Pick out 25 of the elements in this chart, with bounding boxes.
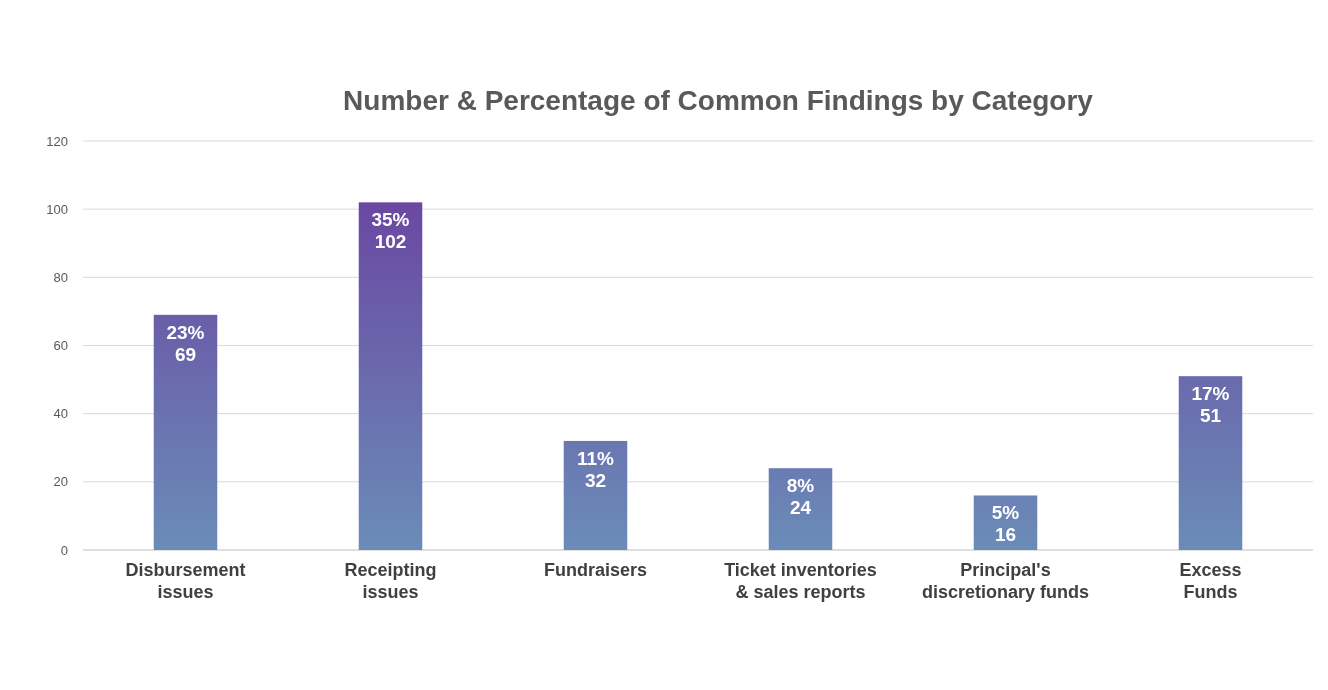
x-tick-label: Fundraisers bbox=[543, 560, 648, 580]
bar bbox=[358, 202, 423, 550]
y-tick-label: 80 bbox=[53, 269, 68, 285]
bar bbox=[1178, 376, 1243, 550]
y-tick-label: 60 bbox=[53, 338, 68, 354]
x-tick-label: Excess Funds bbox=[1179, 560, 1242, 602]
y-tick-label: 0 bbox=[60, 542, 68, 558]
y-tick-label: 20 bbox=[53, 474, 68, 490]
y-tick-label: 40 bbox=[53, 406, 68, 422]
x-tick-label: Disbursement issues bbox=[125, 560, 246, 602]
y-tick-label: 100 bbox=[46, 201, 68, 217]
x-tick-label: Receipting issues bbox=[344, 560, 437, 602]
bar bbox=[768, 468, 833, 550]
data-label: 23% 69 bbox=[166, 321, 205, 365]
data-label: 35% 102 bbox=[371, 209, 410, 253]
data-label: 17% 51 bbox=[1191, 383, 1230, 427]
x-tick-label: Ticket inventories & sales reports bbox=[724, 560, 877, 602]
data-label: 5% 16 bbox=[991, 502, 1020, 546]
bar bbox=[563, 440, 628, 550]
chart-title: Number & Percentage of Common Findings by Category bbox=[343, 85, 1094, 116]
data-label: 11% 32 bbox=[577, 447, 615, 491]
bar bbox=[153, 314, 218, 550]
data-label: 8% 24 bbox=[786, 475, 815, 519]
y-tick-label: 120 bbox=[46, 133, 68, 149]
x-tick-label: Principal's discretionary funds bbox=[921, 560, 1090, 602]
